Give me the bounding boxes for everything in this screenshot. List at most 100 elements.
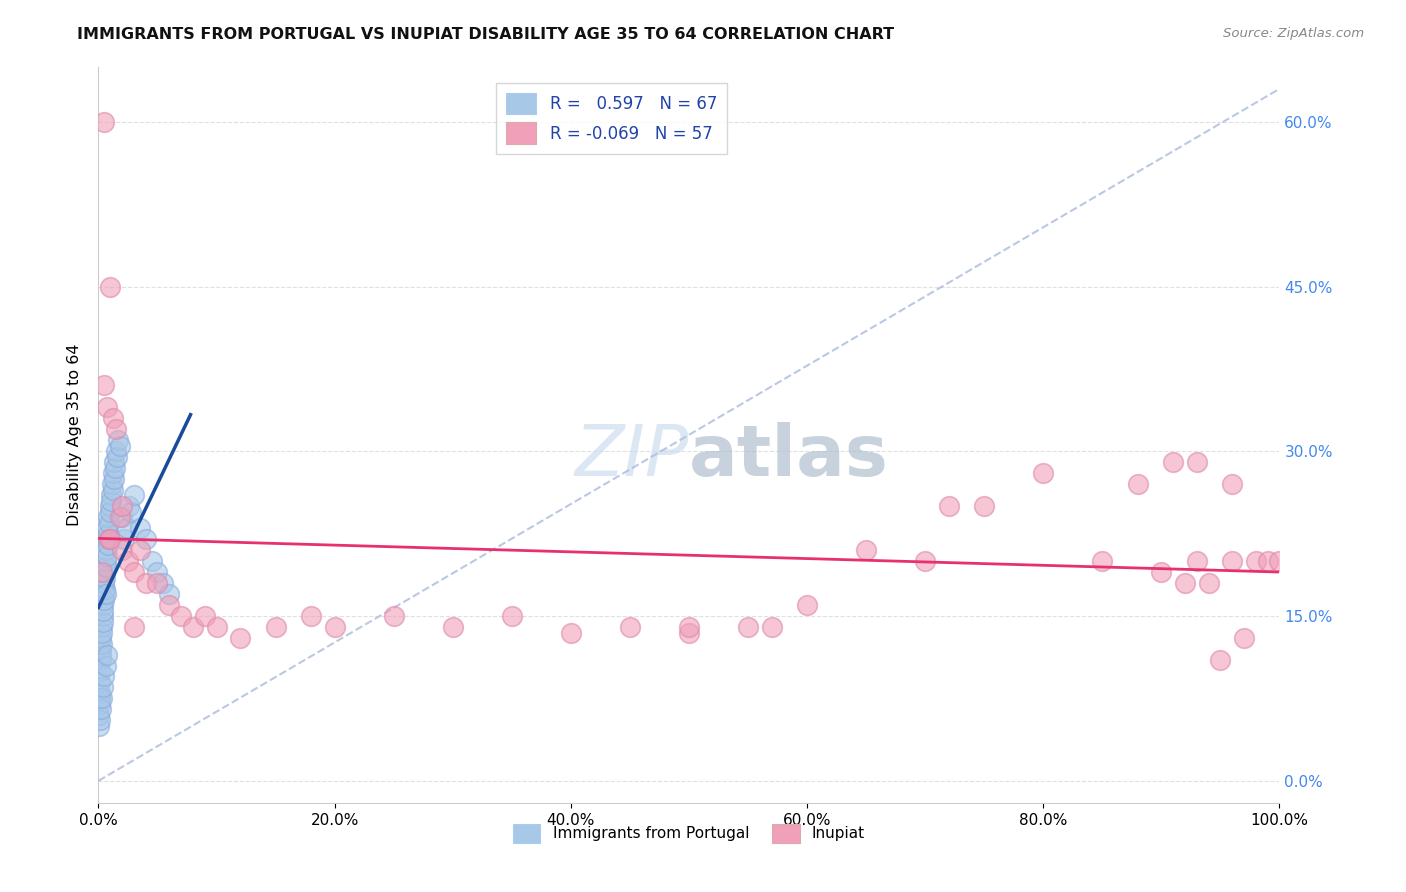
Point xyxy=(105,444,128,458)
Point xyxy=(93,582,115,596)
Point xyxy=(678,620,700,634)
Legend: Immigrants from Portugal, Inupiat: Immigrants from Portugal, Inupiat xyxy=(505,816,873,850)
Point xyxy=(91,691,114,706)
Point xyxy=(146,576,169,591)
Point xyxy=(91,565,114,579)
Point xyxy=(101,477,124,491)
Point xyxy=(98,500,121,514)
Point xyxy=(94,587,117,601)
Point xyxy=(1185,455,1208,469)
Point xyxy=(96,521,118,535)
Point xyxy=(678,625,700,640)
Point xyxy=(91,615,114,629)
Point xyxy=(96,648,118,662)
Point xyxy=(91,620,114,634)
Point xyxy=(141,554,163,568)
Point xyxy=(121,505,143,519)
Point xyxy=(103,455,125,469)
Point xyxy=(111,510,134,524)
Text: atlas: atlas xyxy=(689,423,889,491)
Point xyxy=(93,592,115,607)
Point xyxy=(1150,565,1173,579)
Point xyxy=(105,450,128,464)
Point xyxy=(1032,467,1054,481)
Point xyxy=(1268,554,1291,568)
Point xyxy=(98,532,121,546)
Text: ZIP: ZIP xyxy=(575,423,689,491)
Text: IMMIGRANTS FROM PORTUGAL VS INUPIAT DISABILITY AGE 35 TO 64 CORRELATION CHART: IMMIGRANTS FROM PORTUGAL VS INUPIAT DISA… xyxy=(77,27,894,42)
Point xyxy=(93,576,115,591)
Point xyxy=(761,620,783,634)
Point xyxy=(101,411,124,425)
Text: Source: ZipAtlas.com: Source: ZipAtlas.com xyxy=(1223,27,1364,40)
Point xyxy=(796,598,818,612)
Point xyxy=(90,642,112,657)
Y-axis label: Disability Age 35 to 64: Disability Age 35 to 64 xyxy=(67,343,83,526)
Point xyxy=(1220,477,1243,491)
Point xyxy=(98,279,121,293)
Point xyxy=(1244,554,1267,568)
Point xyxy=(91,625,114,640)
Point xyxy=(90,702,112,716)
Point xyxy=(128,543,150,558)
Point xyxy=(115,521,138,535)
Point xyxy=(1091,554,1114,568)
Point xyxy=(323,620,346,634)
Point xyxy=(1185,554,1208,568)
Point xyxy=(382,609,405,624)
Point xyxy=(560,625,582,640)
Point xyxy=(112,532,135,546)
Point xyxy=(152,576,174,591)
Point xyxy=(146,565,169,579)
Point xyxy=(108,510,131,524)
Point xyxy=(128,521,150,535)
Point xyxy=(122,565,145,579)
Point xyxy=(89,691,111,706)
Point xyxy=(205,620,228,634)
Point xyxy=(441,620,464,634)
Point xyxy=(98,532,121,546)
Point xyxy=(89,686,111,700)
Point xyxy=(100,493,122,508)
Point xyxy=(1161,455,1184,469)
Point xyxy=(89,714,111,728)
Point xyxy=(1126,477,1149,491)
Point xyxy=(90,653,112,667)
Point xyxy=(938,500,960,514)
Point xyxy=(737,620,759,634)
Point xyxy=(264,620,287,634)
Point xyxy=(91,609,114,624)
Point xyxy=(96,543,118,558)
Point xyxy=(855,543,877,558)
Point xyxy=(93,378,115,392)
Point xyxy=(91,681,114,695)
Point xyxy=(104,460,127,475)
Point xyxy=(89,697,111,711)
Point xyxy=(97,538,120,552)
Point xyxy=(97,526,120,541)
Point xyxy=(98,516,121,530)
Point xyxy=(94,559,117,574)
Point xyxy=(111,543,134,558)
Point xyxy=(619,620,641,634)
Point xyxy=(94,565,117,579)
Point xyxy=(94,571,117,585)
Point xyxy=(93,669,115,683)
Point xyxy=(1198,576,1220,591)
Point xyxy=(111,500,134,514)
Point xyxy=(157,587,180,601)
Point xyxy=(100,488,122,502)
Point xyxy=(101,483,124,497)
Point xyxy=(96,549,118,563)
Point xyxy=(914,554,936,568)
Point xyxy=(91,598,114,612)
Point xyxy=(98,505,121,519)
Point xyxy=(90,631,112,645)
Point xyxy=(194,609,217,624)
Point xyxy=(135,576,157,591)
Point xyxy=(93,604,115,618)
Point xyxy=(90,648,112,662)
Point xyxy=(105,422,128,436)
Point xyxy=(1257,554,1279,568)
Point xyxy=(89,664,111,678)
